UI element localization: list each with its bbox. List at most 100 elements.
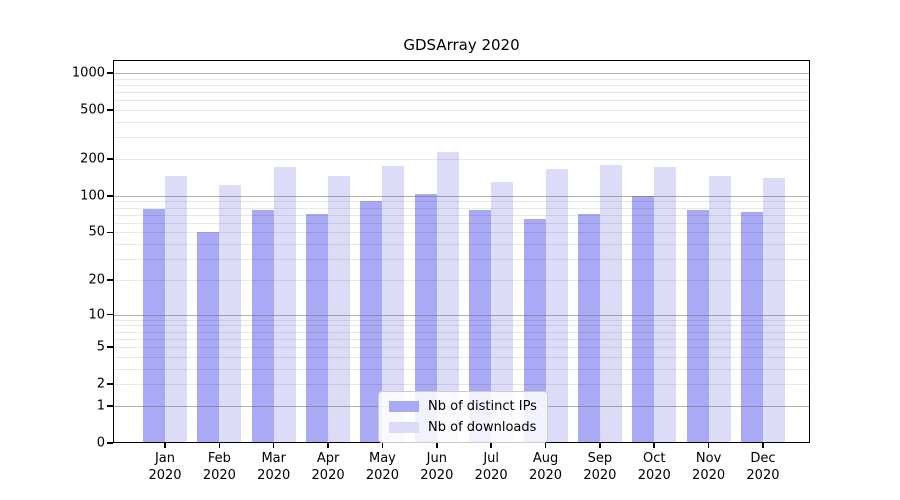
x-tick-label: Jan 2020: [148, 451, 182, 483]
x-tick-mark: [762, 443, 764, 448]
x-tick-label: May 2020: [365, 451, 399, 483]
legend-item-downloads: Nb of downloads: [389, 420, 537, 435]
x-tick-mark: [436, 443, 438, 448]
bar-distinct-ips-feb: [197, 232, 220, 443]
y-tick-mark: [107, 279, 113, 281]
y-tick-mark: [107, 231, 113, 234]
x-tick-mark: [272, 443, 275, 448]
gridline-minor: [113, 100, 810, 102]
y-tick-label: 200: [80, 151, 105, 167]
y-tick-mark: [107, 109, 113, 111]
x-tick-label: Nov 2020: [692, 451, 726, 483]
bar-distinct-ips-aug: [523, 219, 546, 443]
gridline-minor: [113, 121, 810, 123]
x-tick-label: Mar 2020: [257, 451, 291, 483]
gridline-minor: [113, 110, 810, 112]
bar-distinct-ips-apr: [306, 213, 329, 443]
y-tick-label: 100: [80, 188, 105, 204]
x-tick-mark: [381, 443, 384, 448]
bar-distinct-ips-dec: [740, 211, 763, 443]
bar-downloads-may: [382, 166, 405, 443]
x-tick-mark: [164, 443, 166, 448]
bar-distinct-ips-mar: [251, 209, 274, 443]
y-tick-mark: [107, 195, 113, 197]
y-tick-label: 20: [88, 272, 105, 288]
bar-distinct-ips-nov: [686, 209, 709, 443]
gridline-minor: [113, 137, 810, 139]
bar-downloads-jul: [491, 181, 514, 443]
bar-downloads-aug: [545, 169, 568, 443]
legend-item-distinct-ips: Nb of distinct IPs: [389, 399, 537, 414]
gridline-minor: [113, 214, 810, 216]
x-tick-mark: [653, 443, 655, 448]
y-tick-mark: [107, 405, 113, 407]
x-tick-label: Dec 2020: [746, 451, 780, 483]
gridline-minor: [113, 279, 810, 281]
gridline-major: [113, 314, 810, 316]
bar-downloads-jun: [436, 151, 459, 443]
x-tick-mark: [327, 443, 329, 448]
bar-downloads-mar: [273, 167, 296, 443]
gridline-minor: [113, 347, 810, 349]
x-tick-mark: [490, 443, 492, 448]
bar-distinct-ips-jun: [414, 193, 437, 443]
x-tick-label: Oct 2020: [637, 451, 671, 483]
y-tick-mark: [107, 313, 113, 316]
y-tick-label: 50: [88, 224, 105, 240]
gridline-minor: [113, 331, 810, 333]
bar-distinct-ips-jul: [469, 210, 492, 443]
gridline-minor: [113, 368, 810, 370]
legend-swatch-distinct-ips-icon: [389, 401, 419, 412]
x-tick-label: Apr 2020: [311, 451, 345, 483]
bar-distinct-ips-sep: [577, 213, 600, 443]
y-tick-label: 500: [80, 102, 105, 118]
gridline-minor: [113, 222, 810, 224]
x-tick-label: Jun 2020: [420, 451, 454, 483]
gridline-minor: [113, 244, 810, 246]
y-tick-label: 2: [96, 376, 105, 392]
y-tick-mark: [107, 72, 113, 74]
bar-downloads-dec: [762, 177, 785, 443]
x-tick-mark: [599, 443, 601, 448]
y-tick-mark: [107, 383, 113, 385]
bar-downloads-feb: [219, 185, 242, 443]
gridline-major: [113, 72, 810, 74]
gridline-minor: [113, 384, 810, 386]
gridline-minor: [113, 319, 810, 321]
chart-title: GDSArray 2020: [403, 36, 520, 54]
legend-label-distinct-ips: Nb of distinct IPs: [428, 399, 537, 414]
gridline-minor: [113, 84, 810, 86]
x-tick-label: Sep 2020: [583, 451, 617, 483]
bar-distinct-ips-oct: [632, 195, 655, 443]
bar-distinct-ips-jan: [143, 208, 165, 443]
gridline-minor: [113, 78, 810, 80]
legend: Nb of distinct IPs Nb of downloads: [378, 391, 548, 443]
gridline-minor: [113, 232, 810, 234]
y-tick-mark: [107, 158, 113, 160]
gridline-minor: [113, 92, 810, 94]
bar-distinct-ips-may: [360, 201, 383, 443]
bar-downloads-sep: [599, 165, 622, 443]
y-tick-label: 5: [96, 339, 105, 355]
bar-downloads-apr: [328, 176, 351, 443]
y-tick-label: 1000: [71, 65, 105, 81]
legend-label-downloads: Nb of downloads: [428, 420, 537, 435]
y-tick-mark: [107, 442, 113, 444]
x-tick-label: Feb 2020: [202, 451, 236, 483]
x-tick-label: Aug 2020: [528, 451, 563, 483]
y-tick-label: 10: [88, 307, 105, 323]
x-tick-mark: [218, 443, 221, 448]
x-tick-mark: [707, 443, 710, 448]
bar-downloads-oct: [654, 167, 677, 443]
y-tick-mark: [107, 346, 113, 348]
gridline-minor: [113, 325, 810, 327]
y-tick-label: 0: [96, 435, 105, 451]
gridline-minor: [113, 356, 810, 358]
bar-downloads-nov: [708, 176, 731, 443]
bar-downloads-jan: [165, 176, 187, 443]
gridline-minor: [113, 158, 810, 160]
x-tick-label: Jul 2020: [474, 451, 508, 483]
gridline-minor: [113, 338, 810, 340]
legend-swatch-downloads-icon: [389, 422, 419, 433]
